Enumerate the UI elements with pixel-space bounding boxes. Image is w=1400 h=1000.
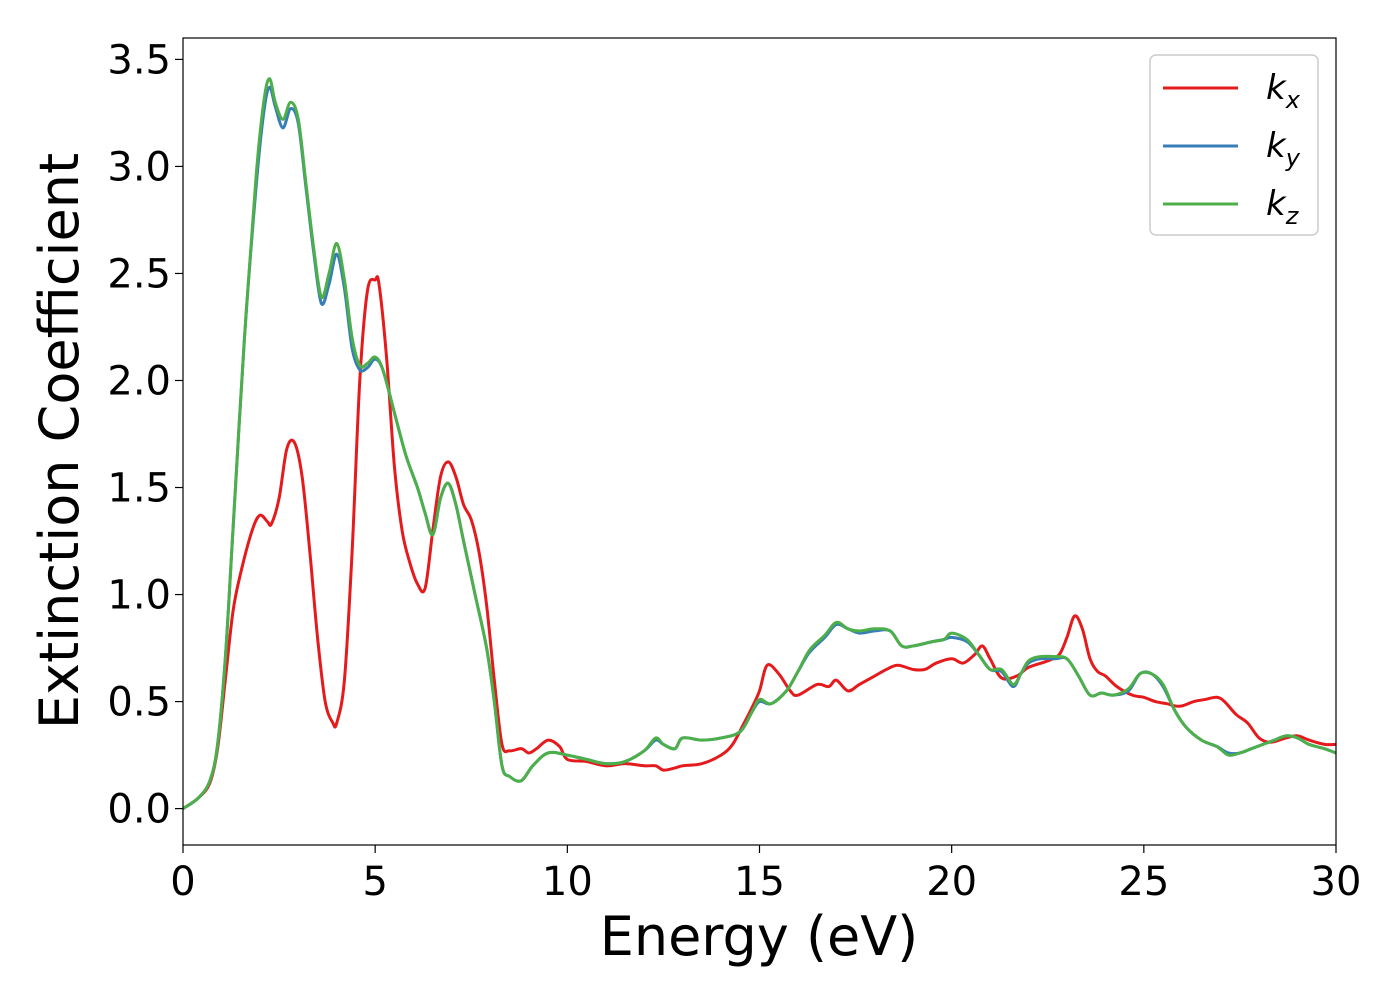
x-tick-label: 0 [170, 859, 195, 905]
x-tick-label: 30 [1311, 859, 1362, 905]
y-axis-title: Extinction Coefficient [28, 153, 91, 729]
x-tick-label: 10 [542, 859, 593, 905]
legend-label-kx: kx [1266, 68, 1301, 114]
y-tick-label: 3.0 [107, 144, 171, 190]
series-layer [183, 77, 1336, 811]
legend-label-kz: kz [1266, 184, 1300, 230]
y-tick-label: 1.5 [107, 466, 171, 512]
y-tick-label: 3.5 [107, 37, 171, 83]
y-axis: 0.0 0.5 1.0 1.5 2.0 2.5 3.0 3.5 [107, 37, 183, 833]
y-tick-label: 2.0 [107, 358, 171, 404]
y-tick-label: 0.5 [107, 680, 171, 726]
x-tick-label: 15 [734, 859, 785, 905]
legend: kx ky kz [1149, 54, 1319, 236]
y-tick-label: 0.0 [107, 787, 171, 833]
series-line-kz [183, 77, 1336, 811]
y-tick-label: 1.0 [107, 573, 171, 619]
x-tick-label: 25 [1118, 859, 1169, 905]
x-axis-title: Energy (eV) [600, 905, 919, 968]
x-tick-label: 5 [362, 859, 387, 905]
x-axis: 0 5 10 15 20 25 30 [170, 845, 1361, 905]
series-line-kx [183, 275, 1336, 811]
x-tick-label: 20 [926, 859, 977, 905]
y-tick-label: 2.5 [107, 251, 171, 297]
legend-label-ky: ky [1266, 126, 1301, 172]
